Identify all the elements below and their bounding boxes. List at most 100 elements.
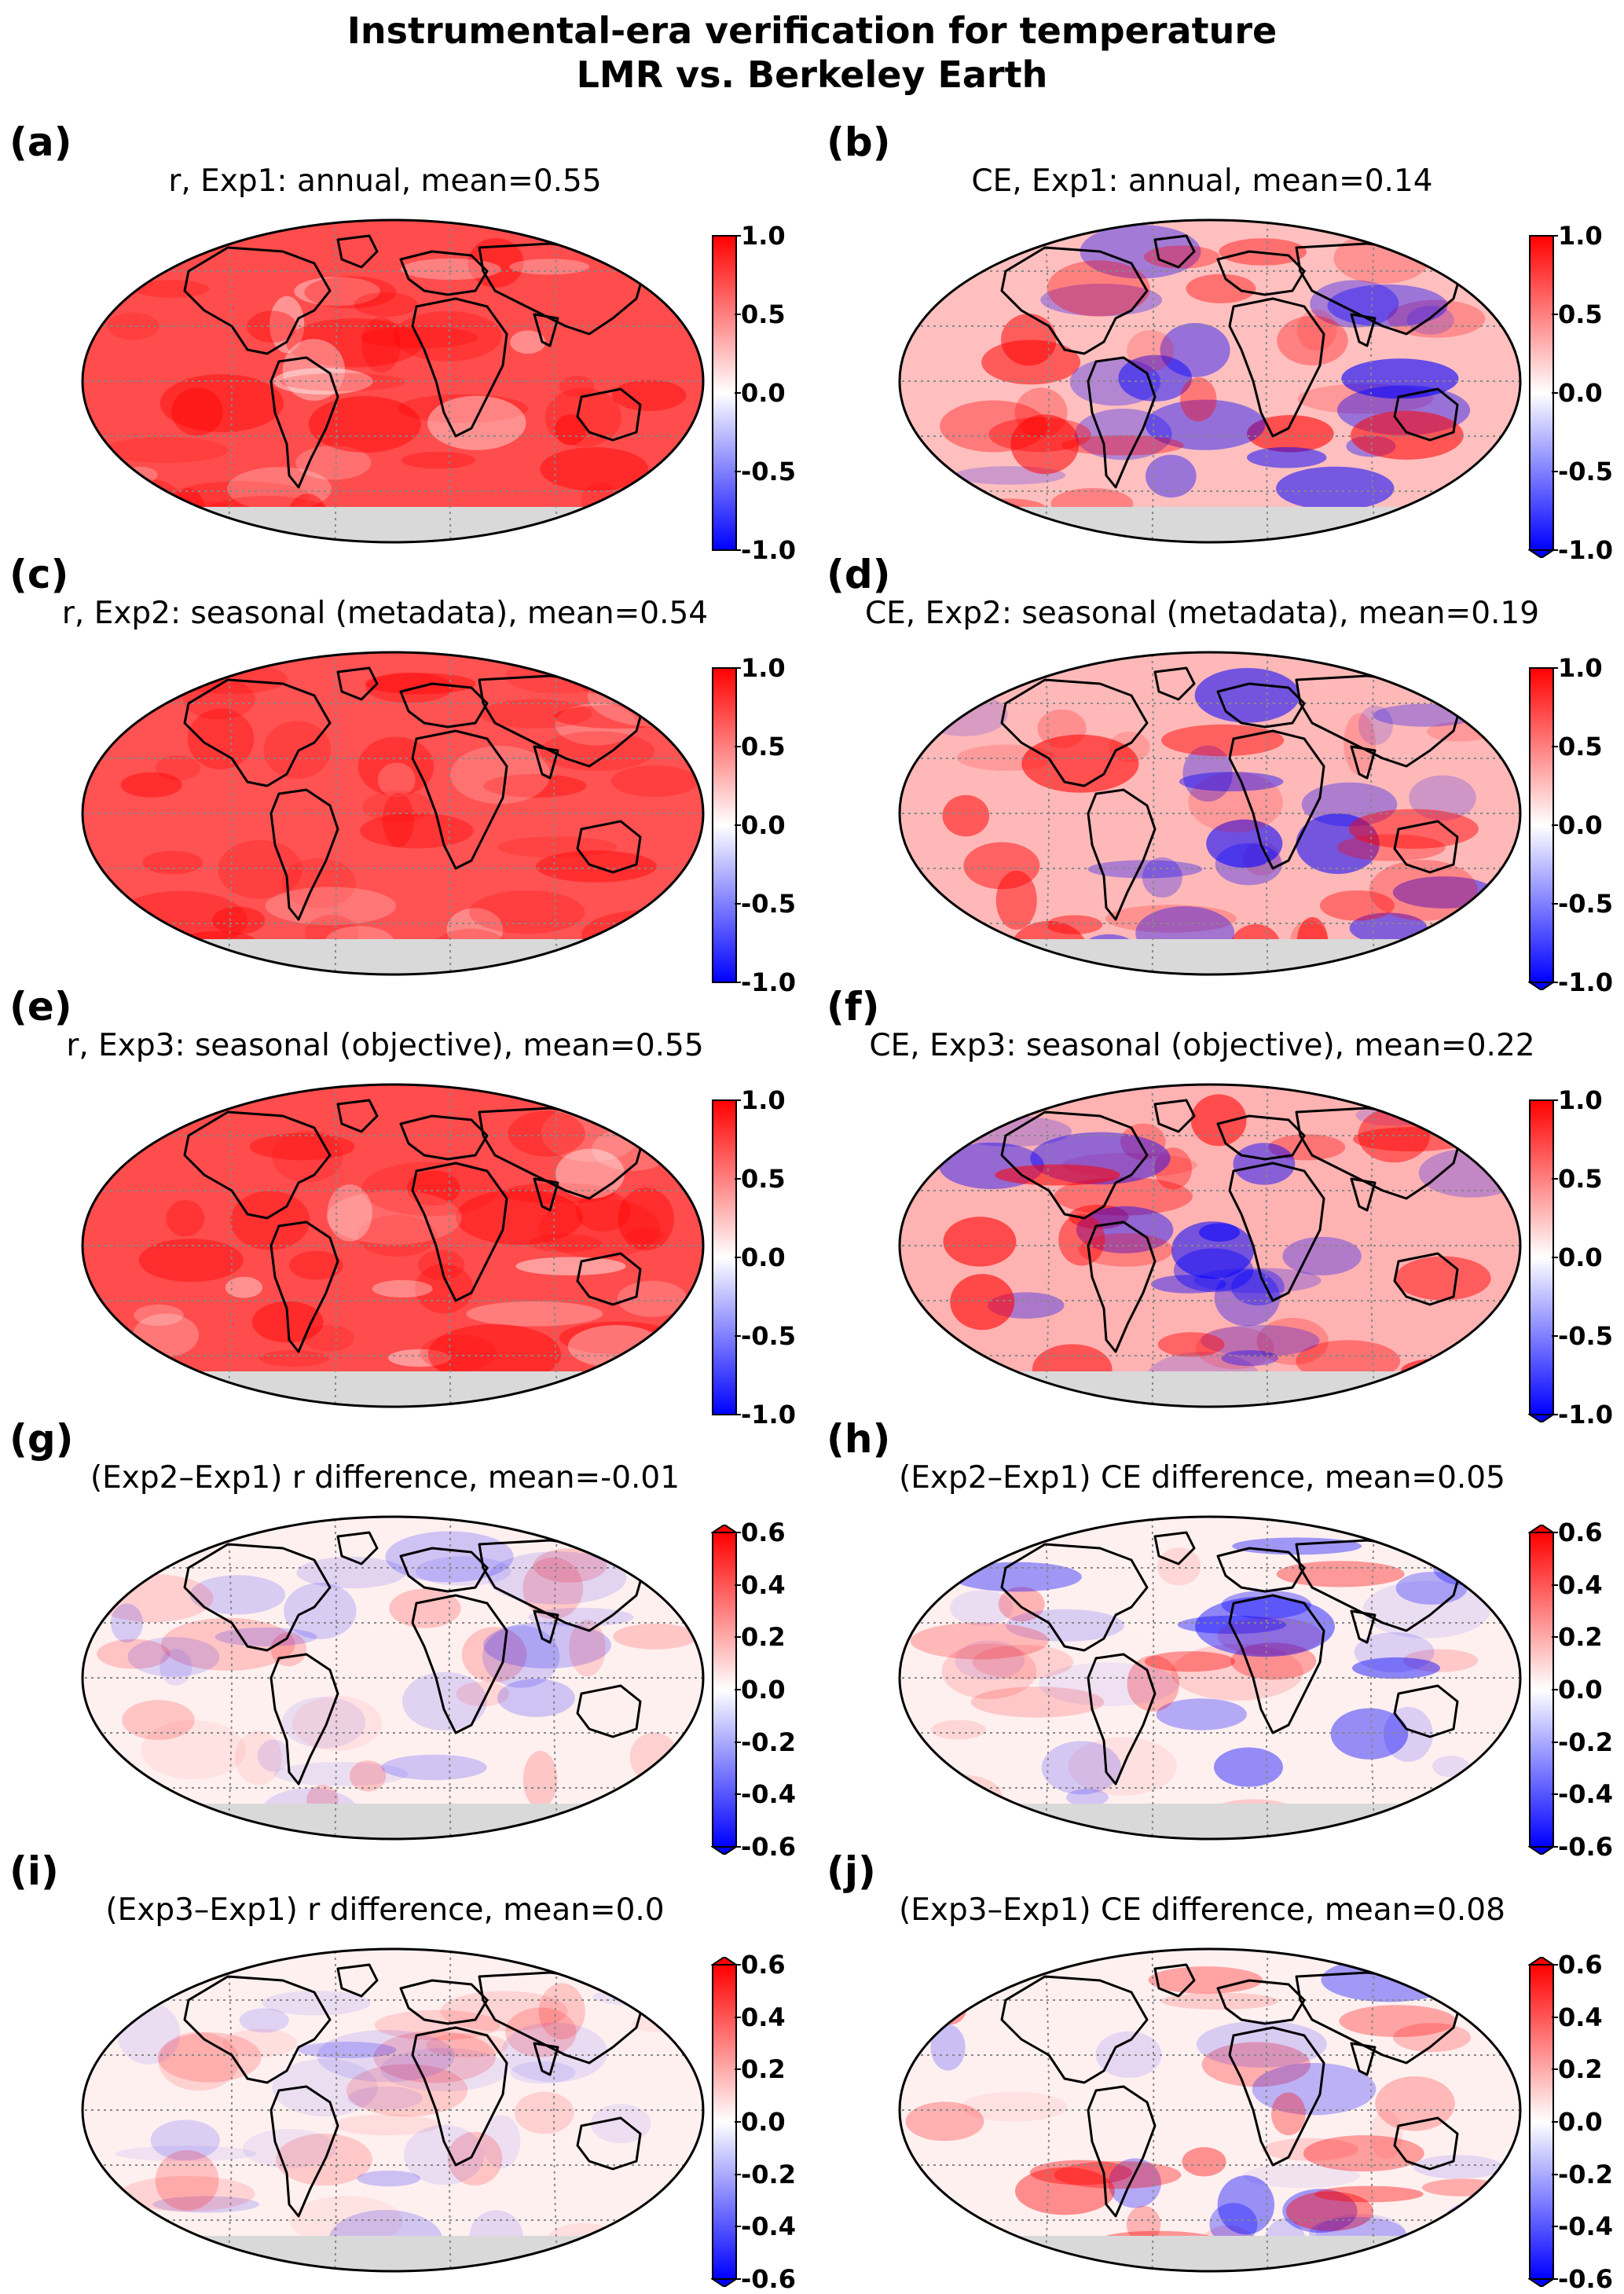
- field-anomaly: [514, 2091, 574, 2134]
- field-anomaly: [505, 2007, 577, 2057]
- longitude-gridline: [1151, 1949, 1155, 2271]
- coastline: [183, 678, 332, 787]
- field-anomaly: [1157, 1332, 1225, 1357]
- coastline: [533, 1609, 559, 1644]
- field-anomaly: [1173, 1248, 1254, 1293]
- world-map: [898, 218, 1522, 544]
- colorbar-tick-label: 0.5: [735, 1164, 786, 1194]
- coastline: [1216, 1547, 1306, 1593]
- coastline: [1153, 666, 1196, 701]
- field-anomaly: [272, 1130, 343, 1183]
- panel-letter: (i): [9, 1848, 59, 1894]
- field-anomaly: [134, 280, 210, 298]
- field-anomaly: [265, 886, 397, 926]
- field-anomaly: [1180, 377, 1217, 422]
- field-anomaly: [347, 2086, 423, 2110]
- coastline: [1350, 745, 1377, 780]
- field-anomaly: [1179, 772, 1284, 791]
- field-anomaly: [110, 1603, 144, 1643]
- field-anomaly: [1418, 1148, 1520, 1198]
- field-anomaly: [159, 1649, 192, 1686]
- field-anomaly: [346, 2064, 468, 2117]
- colorbar-tick-label: 0.4: [735, 1569, 786, 1600]
- colorbar-tick-label: -1.0: [1552, 1400, 1613, 1430]
- colorbar-tick-label: 0.0: [735, 378, 786, 408]
- field-anomaly: [581, 671, 703, 696]
- colorbar-tick-label: 0.5: [1552, 299, 1603, 329]
- coastline: [1000, 1975, 1149, 2084]
- antarctica-mask: [82, 1371, 703, 1407]
- coastline: [1087, 356, 1157, 489]
- field-anomaly: [1209, 2203, 1258, 2245]
- field-anomaly: [1333, 233, 1431, 284]
- field-anomaly: [1127, 330, 1175, 372]
- field-anomaly: [1252, 2063, 1377, 2116]
- field-anomaly: [427, 1323, 562, 1385]
- map-border: [898, 218, 1522, 544]
- field-anomaly: [302, 1325, 354, 1352]
- colorbar-tick-label: 1.0: [1552, 1085, 1603, 1115]
- field-anomaly: [1230, 1643, 1317, 1680]
- antarctica-mask: [82, 1804, 703, 1839]
- field-anomaly: [1190, 1094, 1247, 1147]
- map-panel-e: (e) r, Exp3: seasonal (objective), mean=0…: [0, 982, 801, 1427]
- field-anomaly: [357, 1214, 438, 1257]
- field-anomaly: [1262, 2138, 1359, 2161]
- colorbar-tick-label: 0.0: [735, 1242, 786, 1272]
- field-anomaly: [362, 791, 433, 823]
- field-anomaly: [1061, 435, 1184, 456]
- field-anomaly: [1074, 408, 1172, 461]
- colorbar-tick-label: 1.0: [735, 1085, 786, 1115]
- coastline: [1000, 678, 1149, 787]
- field-anomaly: [1160, 1992, 1279, 2010]
- field-anomaly: [461, 1627, 527, 1683]
- colorbar-tick-label: -1.0: [735, 967, 796, 997]
- map-panel-c: (c) r, Exp2: seasonal (metadata), mean=0.…: [0, 550, 801, 995]
- longitude-gridline: [227, 1517, 233, 1839]
- field-anomaly: [522, 1557, 584, 1620]
- longitude-gridline: [1370, 1517, 1376, 1839]
- field-anomaly: [1358, 706, 1393, 745]
- field-anomaly: [273, 368, 373, 395]
- coastline: [1153, 1963, 1196, 1998]
- longitude-gridline: [1370, 220, 1376, 542]
- field-anomaly: [1270, 2092, 1306, 2136]
- field-anomaly: [540, 731, 654, 772]
- antarctica-mask: [900, 1804, 1520, 1839]
- field-anomaly: [227, 467, 332, 511]
- field-anomaly: [1054, 2160, 1182, 2189]
- field-anomaly: [995, 1164, 1120, 1186]
- field-anomaly: [401, 1672, 487, 1731]
- field-anomaly: [1154, 1147, 1193, 1190]
- coastline: [399, 1547, 489, 1593]
- panel-letter: (c): [9, 552, 69, 597]
- colorbar-tick-label: 0.6: [1552, 1950, 1603, 1980]
- field-anomaly: [119, 2175, 255, 2212]
- field-anomaly: [222, 2028, 298, 2057]
- field-anomaly: [1177, 1615, 1286, 1635]
- field-anomaly: [988, 417, 1091, 453]
- coastline: [336, 1963, 379, 1998]
- field-anomaly: [1021, 734, 1139, 793]
- field-anomaly: [910, 1622, 1049, 1660]
- coastline: [533, 313, 559, 347]
- field-anomaly: [295, 446, 372, 480]
- colorbar: 0.6 0.4 0.2 0.0 -0.2 -0.4 -0.6: [711, 1952, 852, 2292]
- field-anomaly: [365, 673, 476, 695]
- field-anomaly: [1058, 1213, 1105, 1266]
- field-anomaly: [1126, 2205, 1161, 2244]
- field-anomaly: [155, 2149, 219, 2211]
- field-anomaly: [1439, 2202, 1502, 2255]
- field-anomaly: [171, 387, 223, 436]
- panel-letter: (g): [9, 1416, 74, 1462]
- field-anomaly: [1047, 260, 1150, 317]
- field-anomaly: [285, 318, 423, 368]
- longitude-gridline: [1044, 652, 1050, 974]
- field-anomaly: [1449, 2226, 1502, 2271]
- panel-letter: (e): [9, 984, 72, 1030]
- field-anomaly: [326, 1190, 462, 1245]
- field-anomaly: [515, 1257, 626, 1275]
- field-anomaly: [950, 1274, 1015, 1331]
- panel-title: CE, Exp3: seasonal (objective), mean=0.2…: [869, 1028, 1535, 1063]
- coastline: [269, 2085, 339, 2218]
